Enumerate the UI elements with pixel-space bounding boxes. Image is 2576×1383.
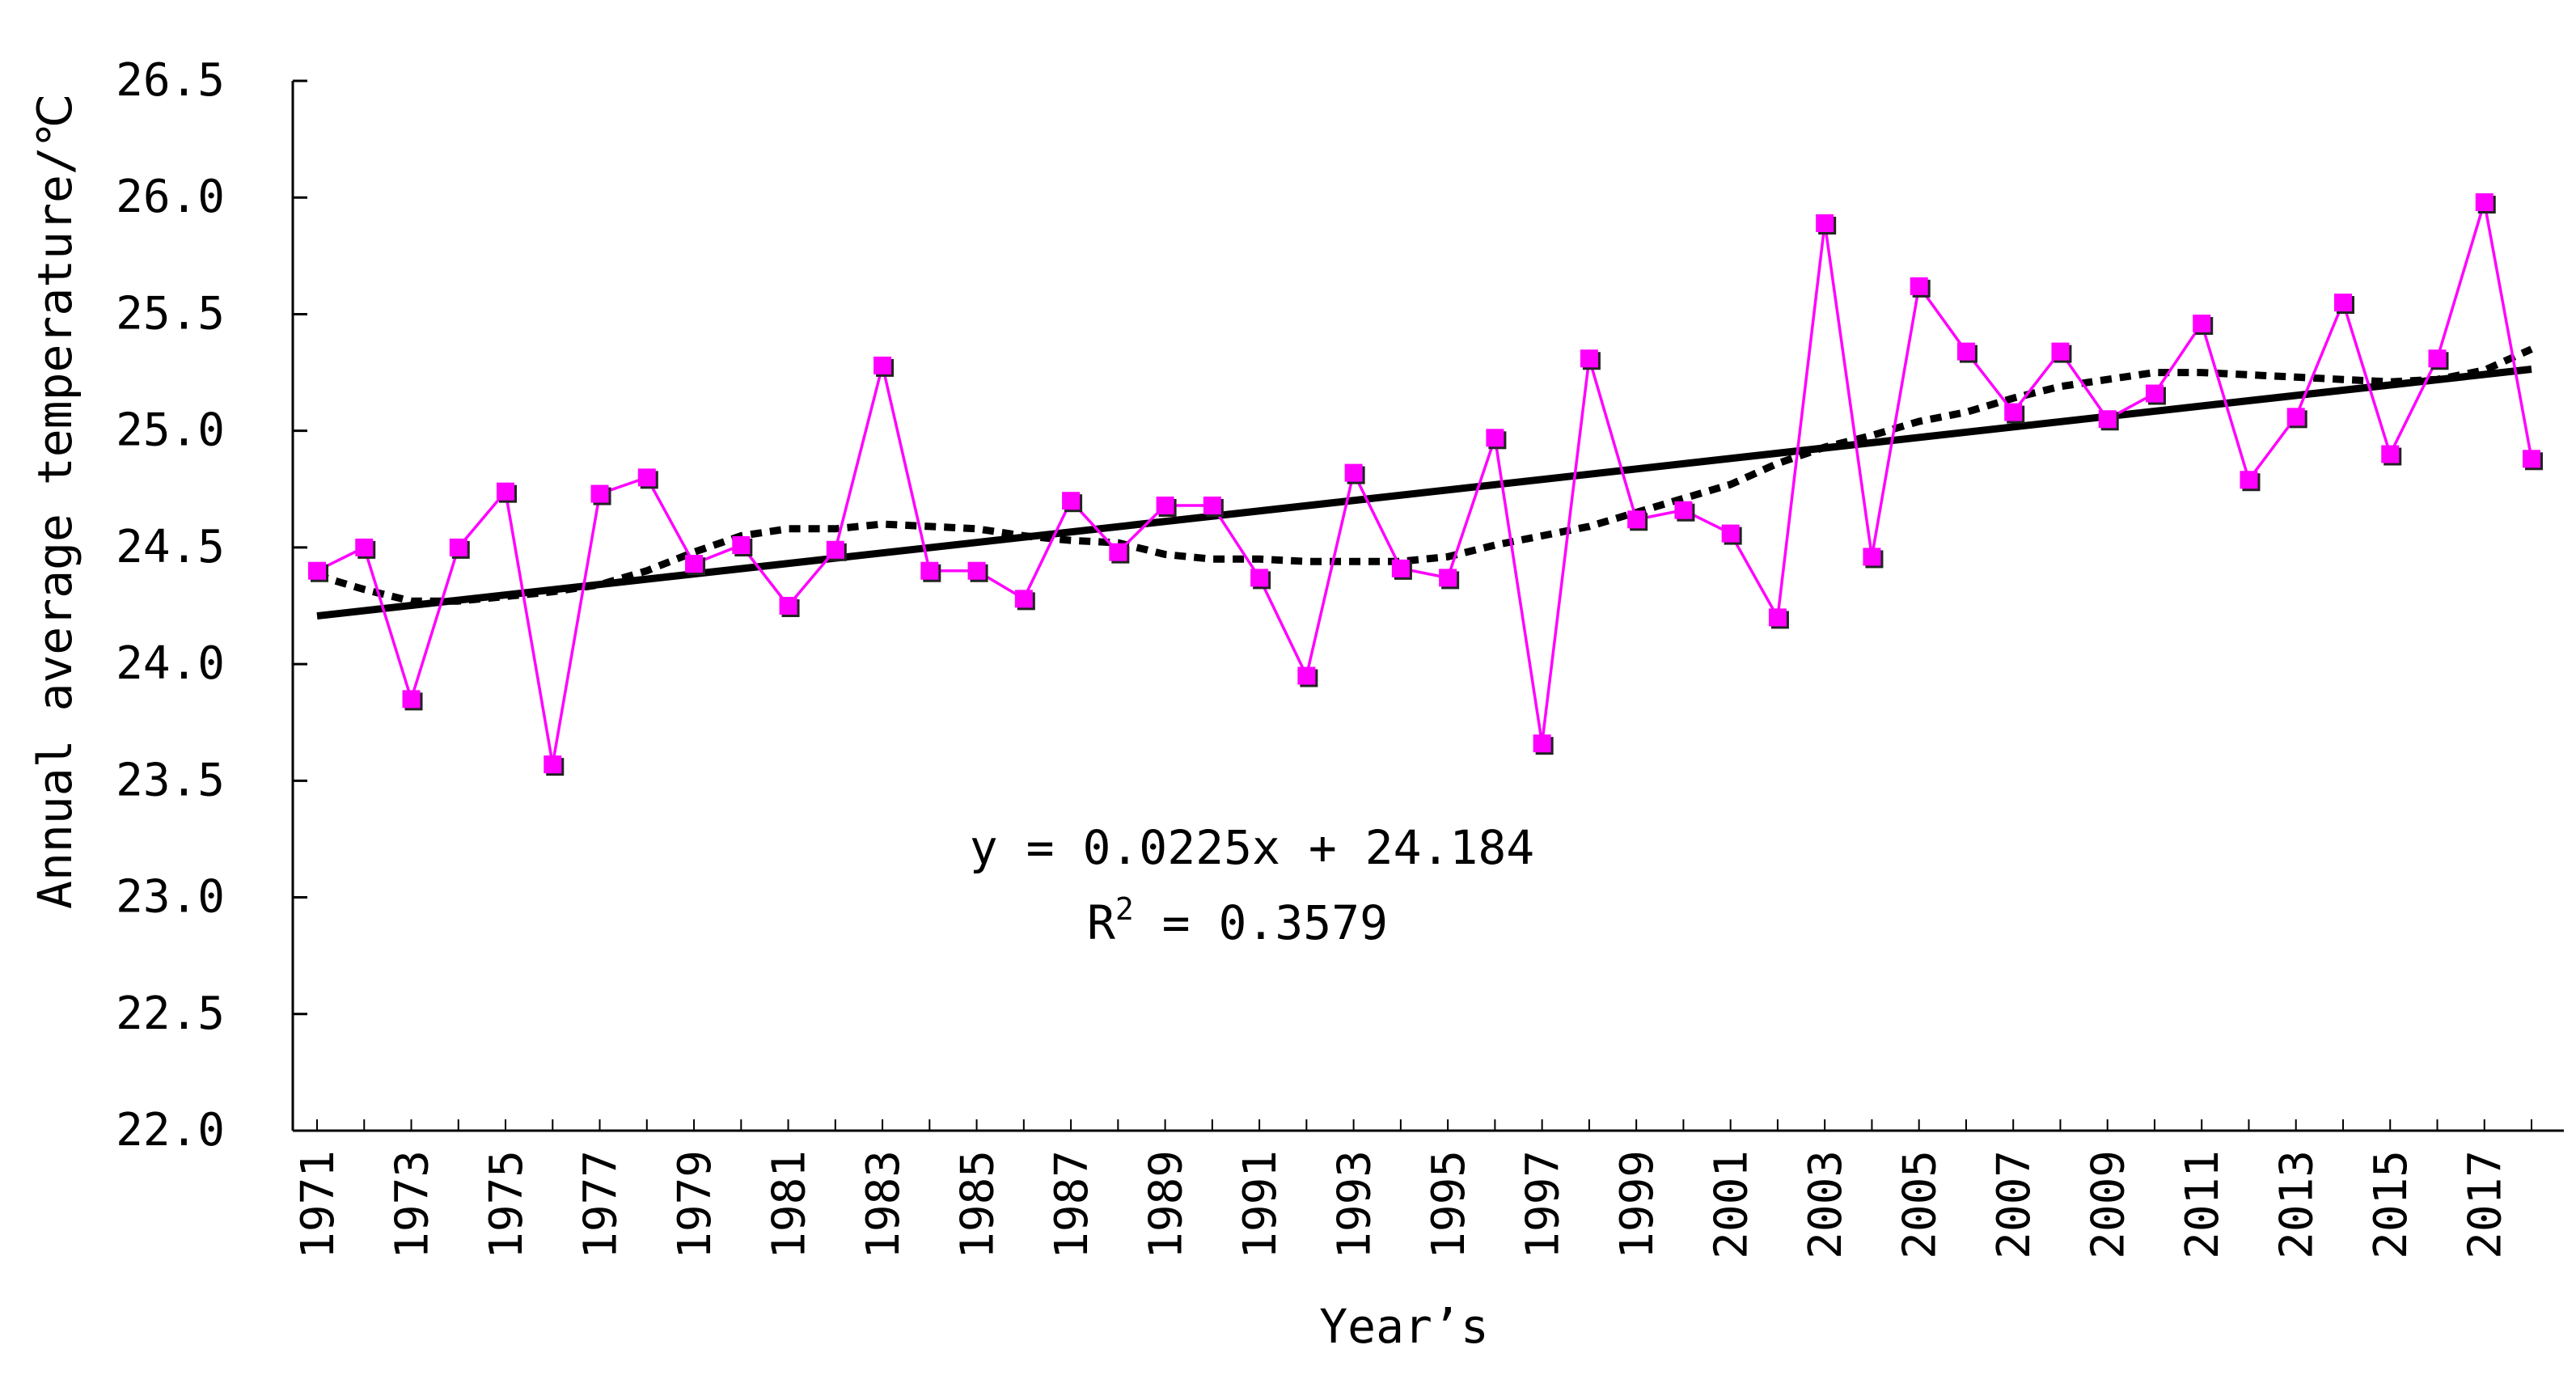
x-tick-label: 1999 <box>1611 1150 1664 1259</box>
r-squared-value: = 0.3579 <box>1134 895 1388 950</box>
r-squared-superscript: 2 <box>1115 891 1134 927</box>
x-tick-label: 1997 <box>1517 1150 1570 1259</box>
linear-fit-line <box>316 366 2532 620</box>
data-point <box>873 356 892 374</box>
data-point <box>637 468 656 487</box>
x-tick-label: 1995 <box>1423 1150 1475 1259</box>
data-point <box>355 538 374 556</box>
data-point <box>1203 496 1221 514</box>
y-tick-label: 25.0 <box>116 404 225 457</box>
axes <box>291 81 2564 1132</box>
data-point <box>1910 277 1928 295</box>
x-ticks: 1971 1973 1975 1977 1979 1981 1983 1985 1987 1989… <box>292 1119 2532 1259</box>
data-point <box>1486 429 1504 447</box>
data-point <box>2051 342 2070 361</box>
data-point <box>590 484 609 503</box>
data-point <box>1109 543 1127 561</box>
data-point <box>1439 569 1457 587</box>
data-point <box>2333 294 2352 312</box>
y-axis-title: Annual average temperature/℃ <box>27 94 82 909</box>
data-point <box>920 561 939 580</box>
markers <box>308 192 2543 776</box>
data-point <box>2381 445 2400 463</box>
x-tick-label: 2011 <box>2176 1150 2229 1259</box>
data-point <box>2240 471 2258 489</box>
y-tick-label: 26.0 <box>116 171 225 223</box>
data-point <box>2286 408 2305 426</box>
data-point <box>2428 349 2447 368</box>
y-tick-label: 23.0 <box>116 871 225 924</box>
y-tick-label: 26.5 <box>116 54 225 107</box>
data-point <box>1768 608 1787 627</box>
x-tick-label: 1971 <box>292 1150 345 1259</box>
data-point <box>2004 403 2023 421</box>
data-point <box>2523 450 2540 468</box>
data-point <box>2098 410 2117 429</box>
data-point <box>1062 492 1081 510</box>
r-squared: R2 = 0.3579 <box>1087 891 1388 950</box>
y-tick-label: 22.5 <box>116 988 225 1040</box>
y-tick-label: 25.5 <box>116 287 225 340</box>
r-squared-prefix: R <box>1087 895 1115 950</box>
x-tick-label: 1989 <box>1140 1150 1193 1259</box>
x-tick-label: 2013 <box>2271 1150 2324 1259</box>
data-point <box>497 482 515 501</box>
data-point <box>685 555 704 573</box>
data-point <box>1156 496 1174 514</box>
x-axis-title: Year’s <box>1319 1299 1489 1354</box>
x-tick-label: 1987 <box>1046 1150 1098 1259</box>
data-point <box>2475 192 2494 211</box>
data-point <box>967 561 986 580</box>
y-tick-label: 24.5 <box>116 521 225 573</box>
x-tick-label: 2015 <box>2365 1150 2417 1259</box>
x-tick-label: 1975 <box>480 1150 533 1259</box>
x-tick-label: 2009 <box>2083 1150 2135 1259</box>
x-tick-label: 1985 <box>952 1150 1005 1259</box>
x-tick-label: 2003 <box>1800 1150 1852 1259</box>
x-tick-label: 2007 <box>1988 1150 2041 1259</box>
x-tick-label: 1993 <box>1329 1150 1381 1259</box>
temperature-series-line <box>316 201 2533 765</box>
x-tick-label: 1981 <box>763 1150 816 1259</box>
data-point <box>1627 510 1646 529</box>
data-point <box>1391 559 1410 577</box>
data-point <box>1533 734 1551 753</box>
data-point <box>1297 666 1316 685</box>
data-point <box>544 755 562 774</box>
data-point <box>826 540 844 559</box>
data-point <box>1580 349 1598 368</box>
data-point <box>308 561 326 580</box>
x-tick-label: 1977 <box>575 1150 628 1259</box>
data-point <box>1863 548 1881 566</box>
regression-equation: y = 0.0225x + 24.184 <box>970 820 1534 875</box>
data-point <box>1721 524 1740 543</box>
y-tick-label: 22.0 <box>116 1104 225 1157</box>
data-point <box>1014 590 1033 608</box>
data-point <box>449 538 467 556</box>
x-tick-label: 1991 <box>1234 1150 1287 1259</box>
data-point <box>1674 501 1693 519</box>
data-point <box>732 536 751 555</box>
x-tick-label: 1973 <box>387 1150 439 1259</box>
data-point <box>1816 214 1834 232</box>
y-ticks: 22.0 22.5 23.0 23.5 24.0 24.5 25.0 25.5 26.0 26.5 <box>116 54 307 1157</box>
data-point <box>2145 384 2164 403</box>
y-tick-label: 24.0 <box>116 637 225 690</box>
data-point <box>1344 463 1363 482</box>
y-tick-label: 23.5 <box>116 754 225 806</box>
x-tick-label: 2001 <box>1706 1150 1758 1259</box>
x-tick-label: 2005 <box>1894 1150 1947 1259</box>
x-tick-label: 1979 <box>669 1150 721 1259</box>
data-point <box>779 597 797 615</box>
data-point <box>1956 342 1975 361</box>
data-point <box>1250 569 1269 587</box>
x-tick-label: 1983 <box>857 1150 910 1259</box>
x-tick-label: 2017 <box>2460 1150 2512 1259</box>
data-point <box>402 690 421 708</box>
data-point <box>2193 314 2211 332</box>
